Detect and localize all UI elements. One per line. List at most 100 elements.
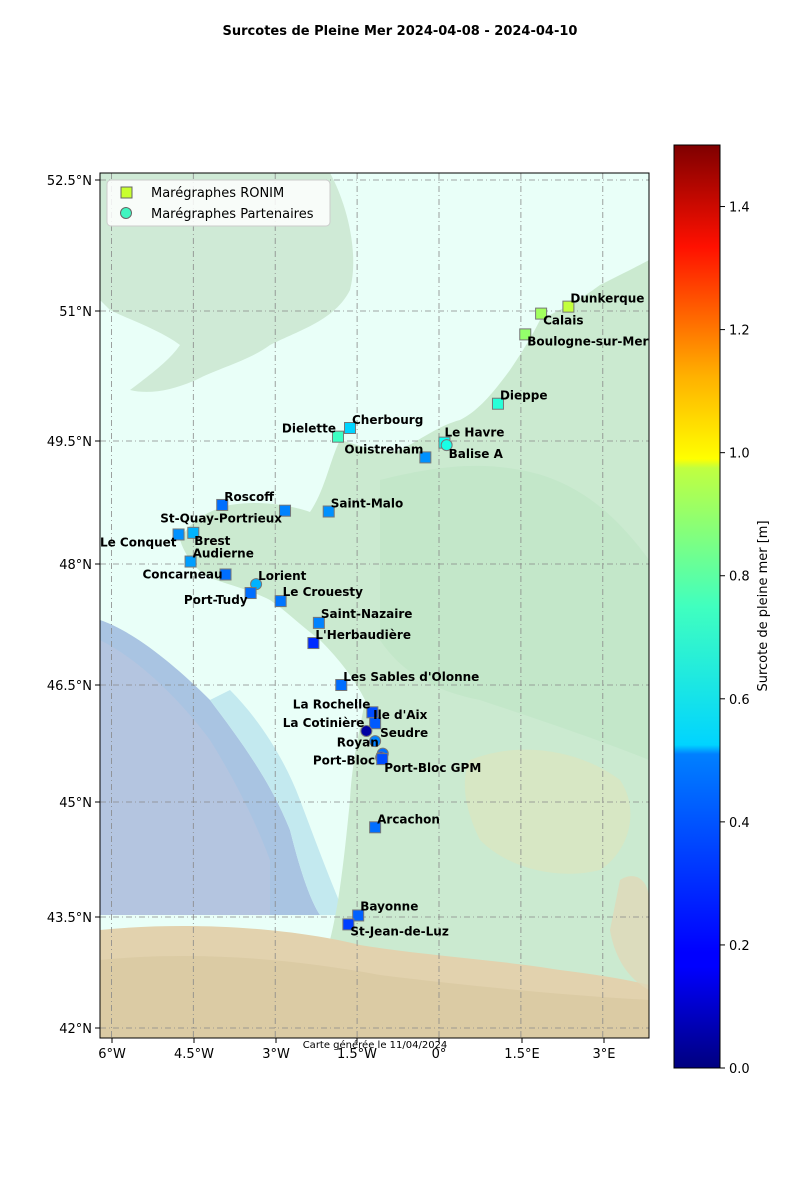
station-label: Dielette bbox=[282, 422, 336, 436]
lat-tick-label: 48°N bbox=[59, 558, 92, 573]
station-label: Boulogne-sur-Mer bbox=[527, 334, 648, 348]
map-background bbox=[100, 173, 649, 1038]
station-marker[interactable] bbox=[312, 616, 325, 629]
abyssal-plain bbox=[100, 640, 270, 915]
station-label: Les Sables d'Olonne bbox=[343, 670, 479, 684]
station-label: Roscoff bbox=[224, 490, 274, 504]
lon-tick-label: 3°W bbox=[262, 1047, 290, 1062]
station-marker[interactable] bbox=[440, 439, 453, 452]
generation-date: Carte générée le 11/04/2024 bbox=[303, 1039, 448, 1051]
colorbar-tick-label: 0.2 bbox=[729, 939, 750, 954]
station-label: Ile d'Aix bbox=[373, 708, 428, 722]
station-marker[interactable] bbox=[274, 595, 287, 608]
map-frame bbox=[99, 172, 650, 1039]
legend: Marégraphes RONIM Marégraphes Partenaire… bbox=[106, 179, 331, 227]
station-marker[interactable] bbox=[419, 451, 432, 464]
station-marker[interactable] bbox=[331, 430, 344, 443]
lon-tick: 1.5°E bbox=[504, 1038, 540, 1062]
lat-tick-label: 49.5°N bbox=[47, 435, 92, 450]
lat-tick: 52.5°N bbox=[47, 174, 100, 189]
station-marker[interactable] bbox=[307, 637, 320, 650]
station-marker[interactable] bbox=[187, 526, 200, 539]
station-marker[interactable] bbox=[279, 504, 292, 517]
lon-tick-label: 4.5°W bbox=[174, 1047, 214, 1062]
massif-central bbox=[464, 749, 631, 874]
station-marker[interactable] bbox=[219, 568, 232, 581]
station-label: Saint-Nazaire bbox=[321, 607, 413, 621]
station-marker[interactable] bbox=[376, 753, 389, 766]
colorbar-tick-label: 1.2 bbox=[729, 324, 750, 339]
station-label: Concarneau bbox=[142, 567, 222, 581]
lat-tick-label: 51°N bbox=[59, 305, 92, 320]
lon-tick-label: 1.5°E bbox=[504, 1047, 539, 1062]
station-label: Ouistreham bbox=[344, 442, 423, 456]
station-marker[interactable] bbox=[369, 821, 382, 834]
lon-tick: 1.5°W bbox=[337, 1038, 377, 1062]
lat-tick-label: 46.5°N bbox=[47, 679, 92, 694]
colorbar-label: Surcote de pleine mer [m] bbox=[756, 520, 771, 691]
lon-tick: 6°W bbox=[98, 1038, 126, 1062]
station-marker[interactable] bbox=[519, 328, 532, 341]
colorbar: 0.0 0.2 0.4 0.6 0.8 1.0 1.2 1.4 Surcote de plei… bbox=[673, 144, 771, 1077]
station-label: Calais bbox=[543, 314, 583, 328]
lon-tick: 0° bbox=[432, 1038, 447, 1062]
station-label: Bayonne bbox=[360, 899, 418, 913]
lon-tick-label: 1.5°W bbox=[337, 1047, 377, 1062]
station-marker[interactable] bbox=[491, 397, 504, 410]
longitude-axis: 6°W 4.5°W 3°W 1.5°W 0° 1.5°E 3°E bbox=[98, 1038, 616, 1062]
colorbar-tick-label: 0.6 bbox=[729, 693, 750, 708]
station-marker[interactable] bbox=[342, 918, 355, 931]
station-marker[interactable] bbox=[369, 735, 382, 748]
legend-square-icon bbox=[120, 186, 133, 199]
lat-tick-label: 52.5°N bbox=[47, 174, 92, 189]
latitude-axis: 52.5°N 51°N 49.5°N 48°N 46.5°N 45°N 43.5… bbox=[47, 174, 100, 1037]
colorbar-tick-label: 0.4 bbox=[729, 816, 750, 831]
lon-tick: 4.5°W bbox=[174, 1038, 214, 1062]
station-label: Lorient bbox=[258, 569, 307, 583]
station-label: Le Havre bbox=[444, 426, 504, 440]
great-britain bbox=[100, 173, 354, 392]
station-label: Brest bbox=[194, 534, 230, 548]
lat-tick-label: 42°N bbox=[59, 1022, 92, 1037]
colorbar-tick-label: 1.0 bbox=[729, 447, 750, 462]
station-label: Arcachon bbox=[377, 812, 440, 826]
legend-box bbox=[106, 179, 331, 227]
colorbar-ticks: 0.0 0.2 0.4 0.6 0.8 1.0 1.2 1.4 bbox=[720, 201, 750, 1077]
station-label: Le Conquet bbox=[100, 535, 177, 549]
station-marker[interactable] bbox=[244, 587, 257, 600]
lat-tick: 42°N bbox=[59, 1022, 100, 1037]
lon-tick: 3°W bbox=[262, 1038, 290, 1062]
station-marker[interactable] bbox=[335, 679, 348, 691]
colorbar-tick-label: 0.8 bbox=[729, 570, 750, 585]
station-marker[interactable] bbox=[352, 909, 365, 922]
station-marker[interactable] bbox=[322, 505, 335, 518]
station-marker[interactable] bbox=[172, 528, 185, 541]
lat-tick-label: 43.5°N bbox=[47, 911, 92, 926]
alps bbox=[610, 876, 649, 990]
station-marker[interactable] bbox=[344, 422, 357, 434]
station-label: Dunkerque bbox=[570, 292, 644, 306]
station-label: Port-Bloc bbox=[313, 754, 375, 768]
map-title: Surcotes de Pleine Mer 2024-04-08 - 2024… bbox=[223, 24, 578, 39]
colorbar-tick-label: 0.0 bbox=[729, 1062, 750, 1077]
lon-tick-label: 3°E bbox=[593, 1047, 616, 1062]
station-marker[interactable] bbox=[562, 300, 575, 313]
station-label: Port-Bloc GPM bbox=[384, 761, 481, 775]
station-label: Le Crouesty bbox=[283, 585, 363, 599]
station-label: La Cotinière bbox=[283, 716, 365, 730]
station-label: La Rochelle bbox=[293, 697, 371, 711]
station-marker[interactable] bbox=[369, 717, 382, 730]
lon-tick-label: 0° bbox=[432, 1047, 447, 1062]
station-marker[interactable] bbox=[360, 725, 373, 738]
lat-tick: 46.5°N bbox=[47, 679, 100, 694]
lat-tick: 51°N bbox=[59, 305, 100, 320]
colorbar-tick-label: 1.4 bbox=[729, 201, 750, 216]
station-marker[interactable] bbox=[535, 307, 548, 320]
station-marker[interactable] bbox=[184, 555, 197, 568]
lat-tick: 45°N bbox=[59, 796, 100, 811]
station-label: St-Quay-Portrieux bbox=[160, 512, 282, 526]
station-marker[interactable] bbox=[216, 498, 229, 511]
station-label: Dieppe bbox=[500, 389, 548, 403]
station-label: Balise A bbox=[449, 447, 504, 461]
